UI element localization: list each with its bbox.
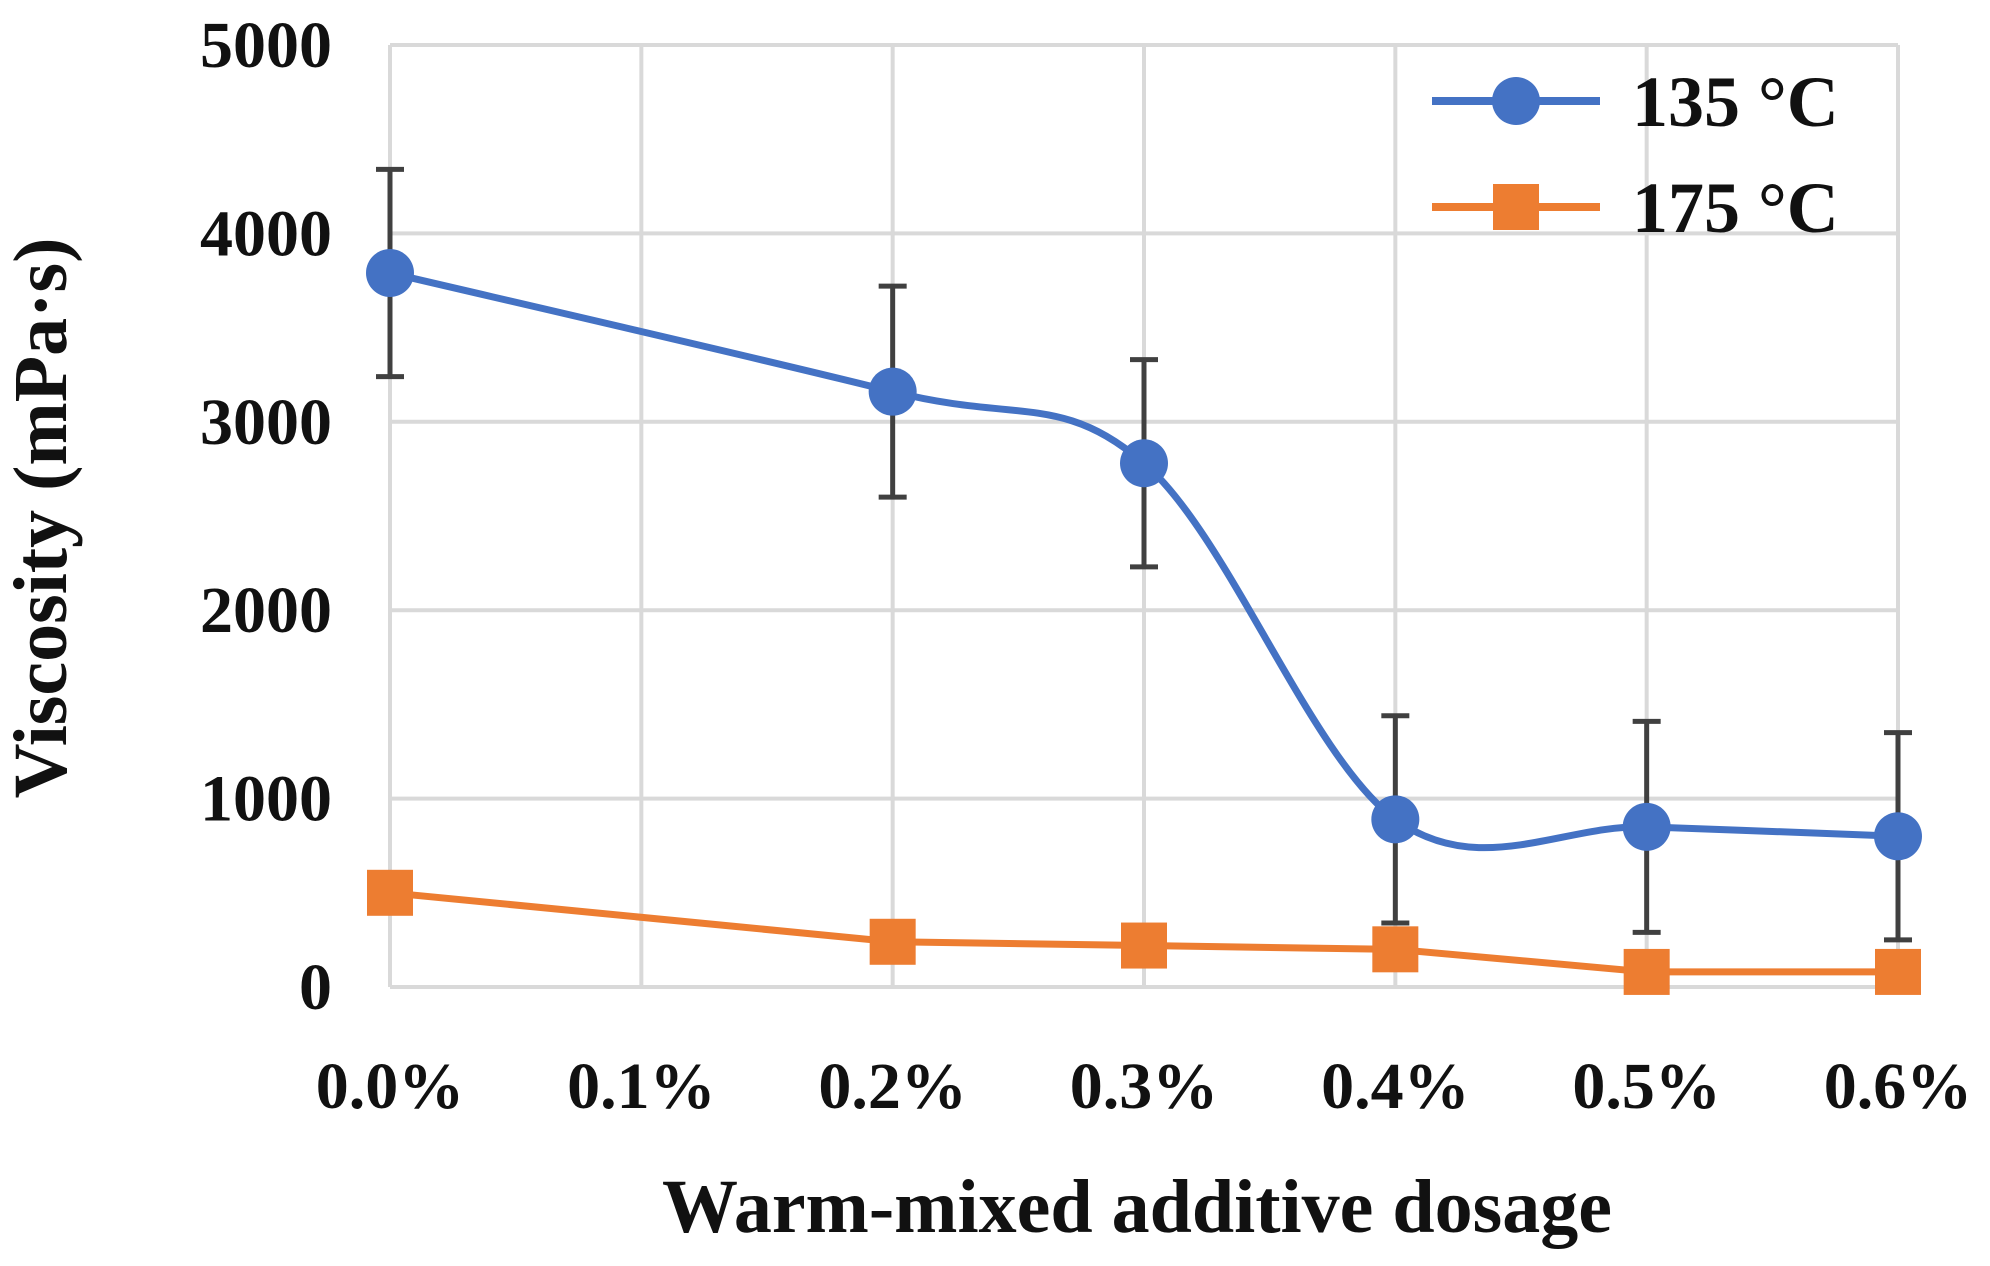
x-tick-label-0: 0.0% <box>316 1050 465 1123</box>
legend-label-135: 135 °C <box>1632 62 1839 142</box>
x-tick-label-1: 0.1% <box>567 1050 716 1123</box>
x-tick-label-4: 0.4% <box>1321 1050 1470 1123</box>
y-tick-labels: 0 1000 2000 3000 4000 5000 <box>200 9 332 1024</box>
legend: 135 °C 175 °C <box>1432 62 1839 248</box>
legend-label-175: 175 °C <box>1632 168 1839 248</box>
series-layer <box>366 166 1922 995</box>
point-1-2 <box>1121 922 1167 969</box>
y-axis-title: Viscosity (mPa·s) <box>0 238 83 799</box>
point-1-5 <box>1875 948 1921 995</box>
series-line-1 <box>389 889 1898 976</box>
point-1-4 <box>1623 948 1670 995</box>
legend-marker-175 <box>1493 184 1539 230</box>
y-tick-label-2000: 2000 <box>200 574 332 647</box>
y-tick-label-4000: 4000 <box>200 197 332 270</box>
x-tick-label-5: 0.5% <box>1572 1050 1721 1123</box>
point-0-1 <box>868 367 917 416</box>
point-1-3 <box>1372 926 1419 973</box>
point-0-0 <box>366 248 414 297</box>
x-tick-labels: 0.0% 0.1% 0.2% 0.3% 0.4% 0.5% 0.6% <box>316 1050 1973 1123</box>
y-tick-label-0: 0 <box>299 951 332 1024</box>
point-0-4 <box>1622 802 1671 851</box>
point-1-0 <box>367 869 413 916</box>
x-tick-label-6: 0.6% <box>1824 1050 1973 1123</box>
x-axis-title: Warm-mixed additive dosage <box>662 1165 1612 1249</box>
x-tick-label-2: 0.2% <box>818 1050 967 1123</box>
point-0-5 <box>1874 812 1922 861</box>
y-tick-label-3000: 3000 <box>200 386 332 459</box>
y-tick-label-5000: 5000 <box>200 9 332 82</box>
y-tick-label-1000: 1000 <box>200 763 332 836</box>
point-0-3 <box>1371 795 1420 844</box>
point-0-2 <box>1120 439 1168 488</box>
x-tick-label-3: 0.3% <box>1070 1050 1219 1123</box>
point-1-1 <box>869 918 916 965</box>
legend-marker-135 <box>1492 77 1540 125</box>
